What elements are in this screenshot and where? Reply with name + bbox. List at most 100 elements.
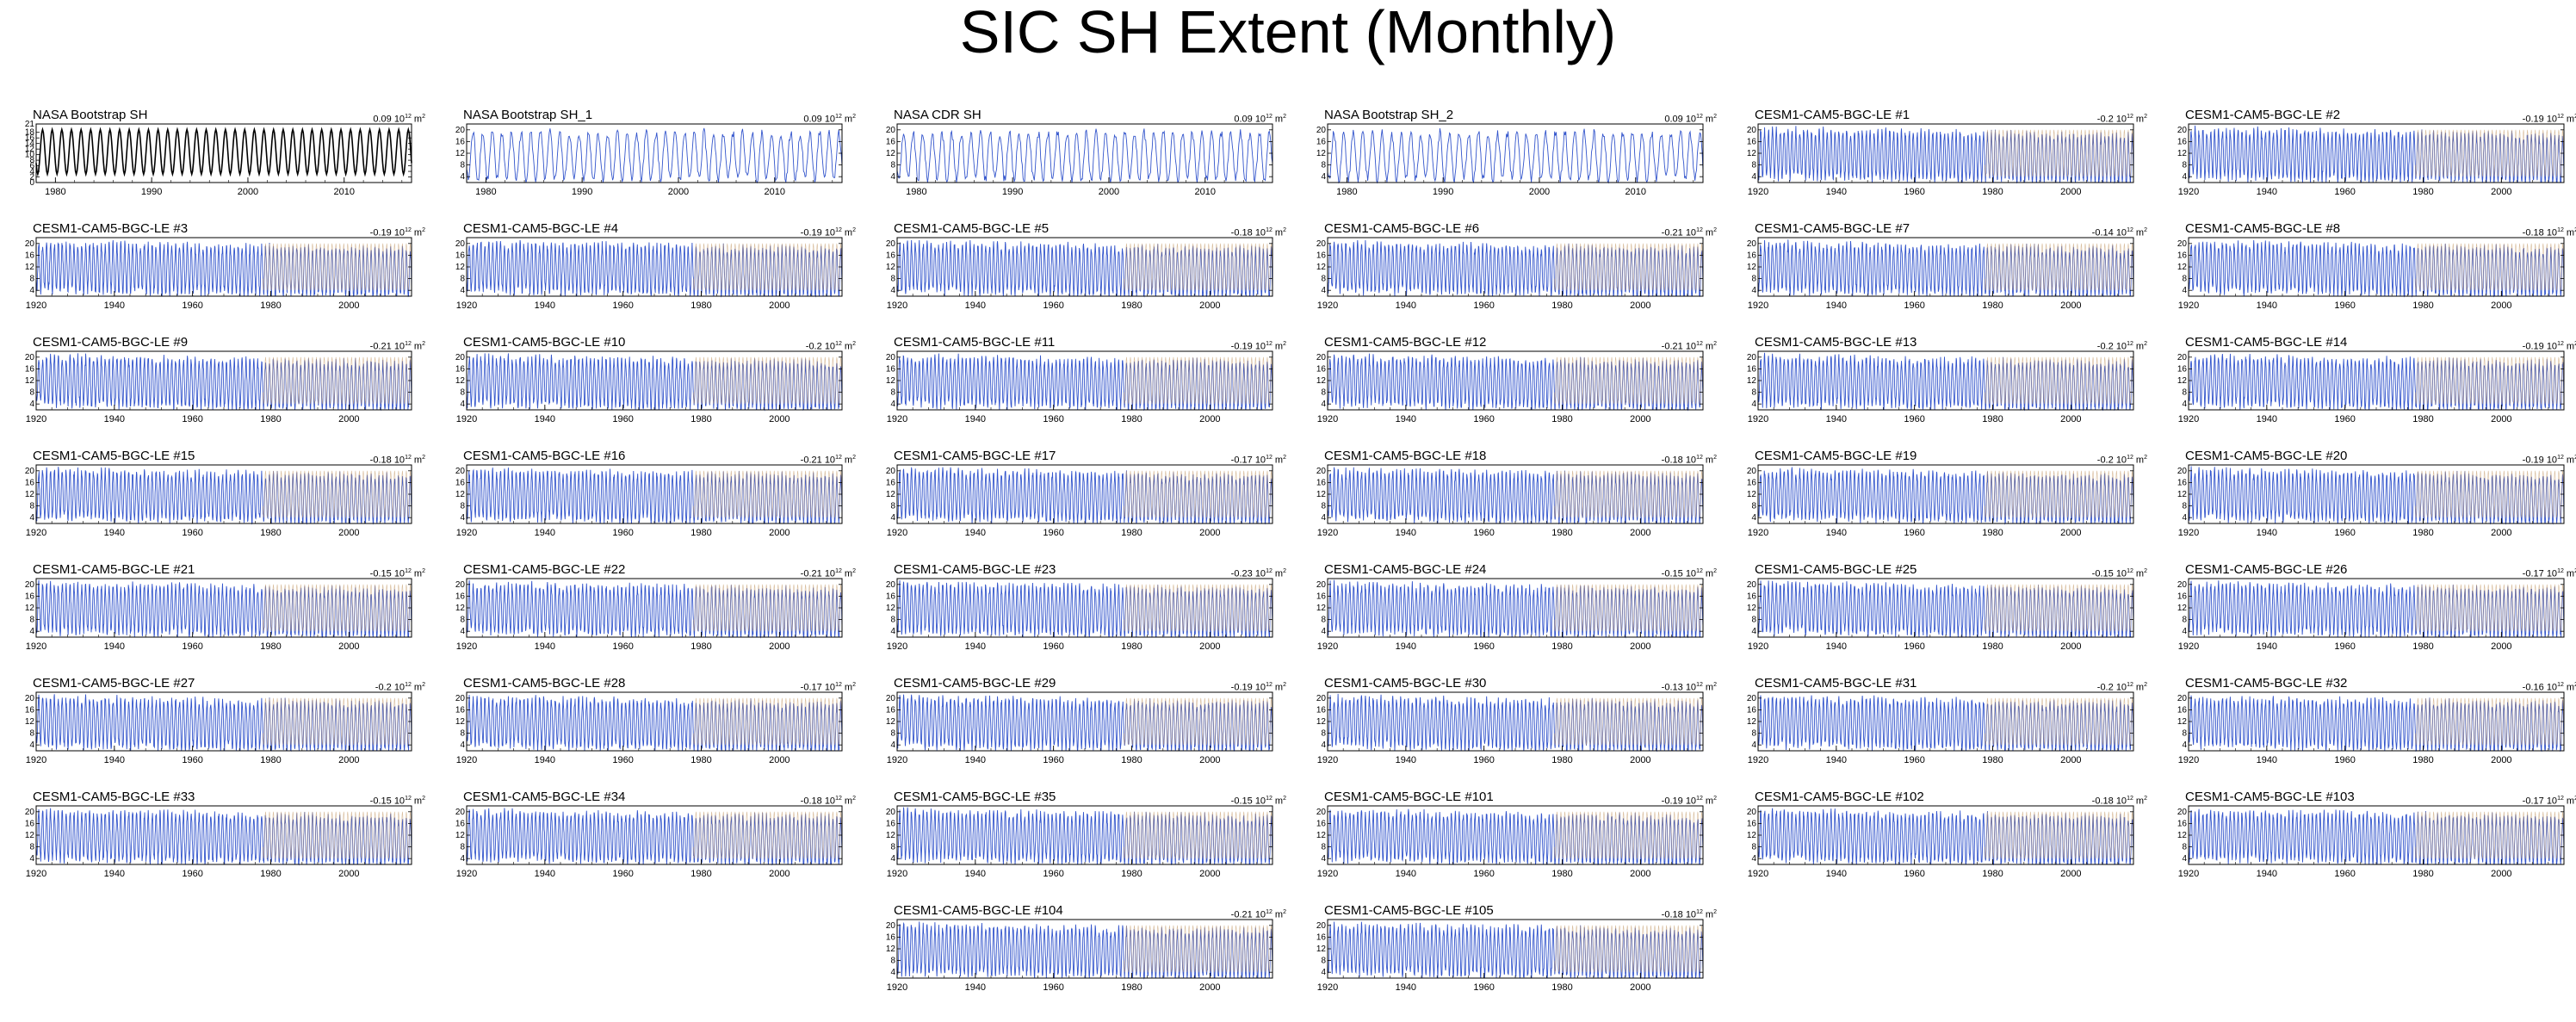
y-tick-label: 20 (1747, 808, 1757, 817)
y-tick-label: 12 (886, 490, 896, 499)
x-tick-label: 2000 (769, 755, 790, 765)
y-tick-label: 20 (1316, 921, 1327, 931)
y-tick-label: 8 (890, 729, 895, 739)
trend-units: 10 (1254, 227, 1266, 238)
trend-unit-tail: m (2133, 114, 2145, 125)
panel-title: CESM1-CAM5-BGC-LE #18 (1324, 449, 1487, 463)
y-tick-label: 4 (1751, 740, 1756, 750)
panel-title: CESM1-CAM5-BGC-LE #7 (1755, 221, 1910, 236)
x-tick-label: 1980 (45, 187, 65, 197)
x-tick-label: 1960 (1043, 414, 1063, 424)
x-tick-label: 2000 (2060, 528, 2081, 538)
trend-exponent: 12 (2557, 341, 2564, 347)
y-tick-label: 16 (1747, 478, 1757, 487)
y-tick-label: 20 (1316, 353, 1327, 362)
x-tick-label: 1980 (1982, 528, 2003, 538)
observed-overlay-line (1985, 811, 2134, 859)
y-tick-label: 20 (886, 126, 896, 135)
y-tick-label: 4 (460, 740, 465, 750)
trend-unit-tail: m (1702, 227, 1714, 238)
x-tick-label: 1940 (1396, 641, 1416, 652)
observed-overlay-line (263, 697, 412, 746)
trend-unit-exponent: 2 (1283, 227, 1286, 233)
trend-label: -0.19 1012 m2 (801, 226, 856, 238)
y-tick-label: 8 (2182, 388, 2187, 398)
trend-unit-exponent: 2 (2574, 796, 2576, 802)
x-tick-label: 1920 (2178, 187, 2199, 197)
y-tick-label: 4 (890, 740, 895, 750)
trend-label: -0.18 1012 m2 (2523, 226, 2576, 238)
x-tick-label: 1980 (1982, 414, 2003, 424)
trend-value: -0.14 (2091, 227, 2114, 238)
trend-unit-exponent: 2 (2574, 114, 2576, 120)
trend-value: -0.19 (369, 227, 392, 238)
y-tick-label: 12 (2177, 149, 2188, 158)
x-tick-label: 1920 (456, 641, 477, 652)
trend-unit-tail: m (1702, 455, 1714, 466)
y-tick-label: 4 (460, 400, 465, 409)
trend-value: -0.18 (800, 796, 822, 807)
trend-label: -0.14 1012 m2 (2092, 226, 2147, 238)
x-tick-label: 1960 (1904, 300, 1924, 311)
trend-unit-exponent: 2 (852, 114, 856, 120)
y-tick-label: 16 (2177, 137, 2188, 146)
y-tick-label: 8 (1751, 502, 1756, 511)
observed-overlay-line (1554, 584, 1704, 632)
y-tick-label: 4 (29, 513, 34, 523)
panel-plot: 4 8 12 16 20 1980 1990 2000 2010 (886, 123, 1273, 197)
trend-value: -0.17 (800, 682, 822, 693)
trend-exponent: 12 (405, 682, 412, 688)
y-tick-label: 8 (2182, 843, 2187, 852)
panel: CESM1-CAM5-BGC-LE #4 -0.19 1012 m2 4 8 12 16 2… (455, 222, 856, 329)
series-line (1757, 352, 2134, 412)
y-tick-label: 12 (886, 604, 896, 613)
trend-label: -0.16 1012 m2 (2523, 680, 2576, 693)
y-tick-label: 8 (460, 275, 465, 284)
observed-overlay-line (693, 470, 843, 518)
x-tick-label: 2000 (2491, 755, 2511, 765)
trend-label: -0.18 1012 m2 (2092, 794, 2147, 807)
panel: NASA CDR SH 0.09 1012 m2 4 8 12 16 20 1980 1990 2… (886, 108, 1286, 215)
x-tick-label: 2000 (1630, 528, 1650, 538)
x-tick-label: 1960 (182, 755, 202, 765)
x-tick-label: 1940 (2257, 187, 2277, 197)
trend-value: -0.21 (800, 568, 822, 579)
x-tick-label: 1980 (260, 755, 281, 765)
x-tick-label: 1980 (690, 300, 711, 311)
trend-value: -0.19 (800, 227, 822, 238)
trend-label: -0.15 1012 m2 (1662, 567, 1717, 579)
trend-label: -0.21 1012 m2 (1231, 907, 1286, 920)
y-tick-label: 4 (890, 968, 895, 977)
trend-label: -0.13 1012 m2 (1662, 680, 1717, 693)
y-tick-label: 12 (1316, 945, 1327, 954)
y-tick-label: 16 (1316, 251, 1327, 260)
y-tick-label: 4 (1751, 400, 1756, 409)
trend-label: -0.2 1012 m2 (375, 680, 425, 693)
panel-title: CESM1-CAM5-BGC-LE #8 (2185, 221, 2341, 236)
y-tick-label: 20 (1747, 126, 1757, 135)
trend-unit-exponent: 2 (2144, 796, 2147, 802)
y-tick-label: 12 (886, 376, 896, 386)
panel-title: CESM1-CAM5-BGC-LE #3 (33, 221, 189, 236)
trend-value: -0.2 (2096, 455, 2114, 466)
x-tick-label: 1920 (1317, 414, 1338, 424)
x-tick-label: 1940 (104, 414, 125, 424)
trend-unit-exponent: 2 (1713, 682, 1717, 688)
observed-overlay-line (1124, 925, 1273, 973)
y-tick-label: 2 (29, 173, 34, 183)
trend-value: -0.19 (1230, 682, 1253, 693)
figure-title: SIC SH Extent (Monthly) (959, 0, 1617, 65)
trend-unit-tail: m (1702, 682, 1714, 693)
y-tick-label: 4 (2182, 740, 2187, 750)
x-tick-label: 1980 (2412, 414, 2433, 424)
trend-value: -0.23 (1230, 568, 1253, 579)
trend-units: 10 (1254, 455, 1266, 466)
observed-overlay-line (1124, 243, 1273, 291)
trend-exponent: 12 (1696, 682, 1703, 688)
y-tick-label: 16 (455, 137, 466, 146)
series-line (35, 694, 412, 753)
